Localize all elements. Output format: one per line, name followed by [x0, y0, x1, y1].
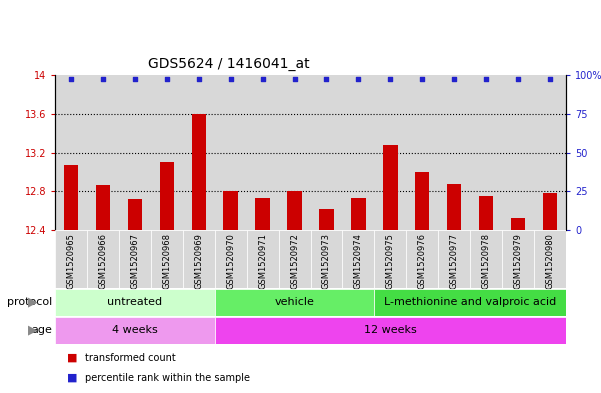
Point	[258, 76, 267, 82]
FancyBboxPatch shape	[215, 317, 566, 343]
Bar	[351, 198, 365, 230]
Point	[194, 76, 204, 82]
Bar	[311, 75, 343, 230]
Text: GSM1520968: GSM1520968	[162, 233, 171, 289]
Text: GSM1520978: GSM1520978	[481, 233, 490, 289]
Bar	[374, 75, 406, 230]
Text: ▶: ▶	[28, 323, 38, 336]
Point	[418, 76, 427, 82]
Bar	[479, 196, 493, 230]
Bar	[511, 219, 525, 230]
Bar	[183, 75, 215, 230]
Text: ▶: ▶	[28, 296, 38, 309]
FancyBboxPatch shape	[406, 230, 438, 288]
Bar	[224, 191, 238, 230]
Text: vehicle: vehicle	[275, 297, 314, 307]
Text: GSM1520967: GSM1520967	[130, 233, 139, 289]
FancyBboxPatch shape	[246, 230, 278, 288]
Bar	[119, 75, 151, 230]
Bar	[64, 165, 78, 230]
Point	[450, 76, 459, 82]
Text: untreated: untreated	[108, 297, 162, 307]
Bar	[502, 75, 534, 230]
Text: ■: ■	[67, 373, 78, 383]
Text: L-methionine and valproic acid: L-methionine and valproic acid	[384, 297, 557, 307]
Bar	[470, 75, 502, 230]
Text: GSM1520975: GSM1520975	[386, 233, 395, 289]
Text: GSM1520966: GSM1520966	[99, 233, 108, 289]
Bar	[415, 172, 430, 230]
FancyBboxPatch shape	[343, 230, 374, 288]
Bar	[406, 75, 438, 230]
FancyBboxPatch shape	[183, 230, 215, 288]
Bar	[287, 191, 302, 230]
Text: protocol: protocol	[7, 297, 52, 307]
Text: 12 weeks: 12 weeks	[364, 325, 416, 335]
Text: age: age	[31, 325, 52, 335]
Text: GSM1520976: GSM1520976	[418, 233, 427, 289]
Bar	[151, 75, 183, 230]
Bar	[192, 114, 206, 230]
FancyBboxPatch shape	[502, 230, 534, 288]
Bar	[127, 199, 142, 230]
Point	[322, 76, 331, 82]
Bar	[534, 75, 566, 230]
Point	[226, 76, 236, 82]
FancyBboxPatch shape	[438, 230, 470, 288]
Text: GSM1520971: GSM1520971	[258, 233, 267, 289]
FancyBboxPatch shape	[55, 288, 215, 316]
FancyBboxPatch shape	[215, 230, 246, 288]
Bar	[278, 75, 311, 230]
Bar	[160, 162, 174, 230]
FancyBboxPatch shape	[151, 230, 183, 288]
Text: percentile rank within the sample: percentile rank within the sample	[85, 373, 250, 383]
Bar	[319, 209, 334, 230]
Text: GSM1520974: GSM1520974	[354, 233, 363, 289]
FancyBboxPatch shape	[311, 230, 343, 288]
FancyBboxPatch shape	[374, 230, 406, 288]
FancyBboxPatch shape	[278, 230, 311, 288]
Bar	[383, 145, 397, 230]
FancyBboxPatch shape	[470, 230, 502, 288]
FancyBboxPatch shape	[55, 230, 87, 288]
FancyBboxPatch shape	[215, 288, 374, 316]
Point	[353, 76, 363, 82]
FancyBboxPatch shape	[534, 230, 566, 288]
Bar	[447, 184, 462, 230]
Point	[481, 76, 491, 82]
Bar	[438, 75, 470, 230]
Bar	[543, 193, 557, 230]
Text: 4 weeks: 4 weeks	[112, 325, 157, 335]
Bar	[87, 75, 119, 230]
Text: GSM1520969: GSM1520969	[194, 233, 203, 289]
Point	[290, 76, 299, 82]
FancyBboxPatch shape	[119, 230, 151, 288]
Point	[162, 76, 172, 82]
FancyBboxPatch shape	[55, 317, 215, 343]
Bar	[343, 75, 374, 230]
FancyBboxPatch shape	[87, 230, 119, 288]
Bar	[55, 75, 87, 230]
Text: GSM1520965: GSM1520965	[67, 233, 76, 289]
Bar	[246, 75, 278, 230]
Point	[513, 76, 523, 82]
Bar	[215, 75, 246, 230]
Text: GSM1520970: GSM1520970	[226, 233, 235, 289]
Text: ■: ■	[67, 353, 78, 363]
Text: transformed count: transformed count	[85, 353, 176, 363]
Text: GSM1520977: GSM1520977	[450, 233, 459, 289]
Point	[98, 76, 108, 82]
Point	[66, 76, 76, 82]
Point	[385, 76, 395, 82]
Point	[130, 76, 139, 82]
Point	[545, 76, 555, 82]
Text: GDS5624 / 1416041_at: GDS5624 / 1416041_at	[148, 57, 309, 71]
Text: GSM1520972: GSM1520972	[290, 233, 299, 289]
Bar	[96, 185, 110, 230]
Text: GSM1520980: GSM1520980	[546, 233, 555, 289]
Text: GSM1520979: GSM1520979	[514, 233, 523, 289]
Text: GSM1520973: GSM1520973	[322, 233, 331, 289]
FancyBboxPatch shape	[374, 288, 566, 316]
Bar	[255, 198, 270, 230]
